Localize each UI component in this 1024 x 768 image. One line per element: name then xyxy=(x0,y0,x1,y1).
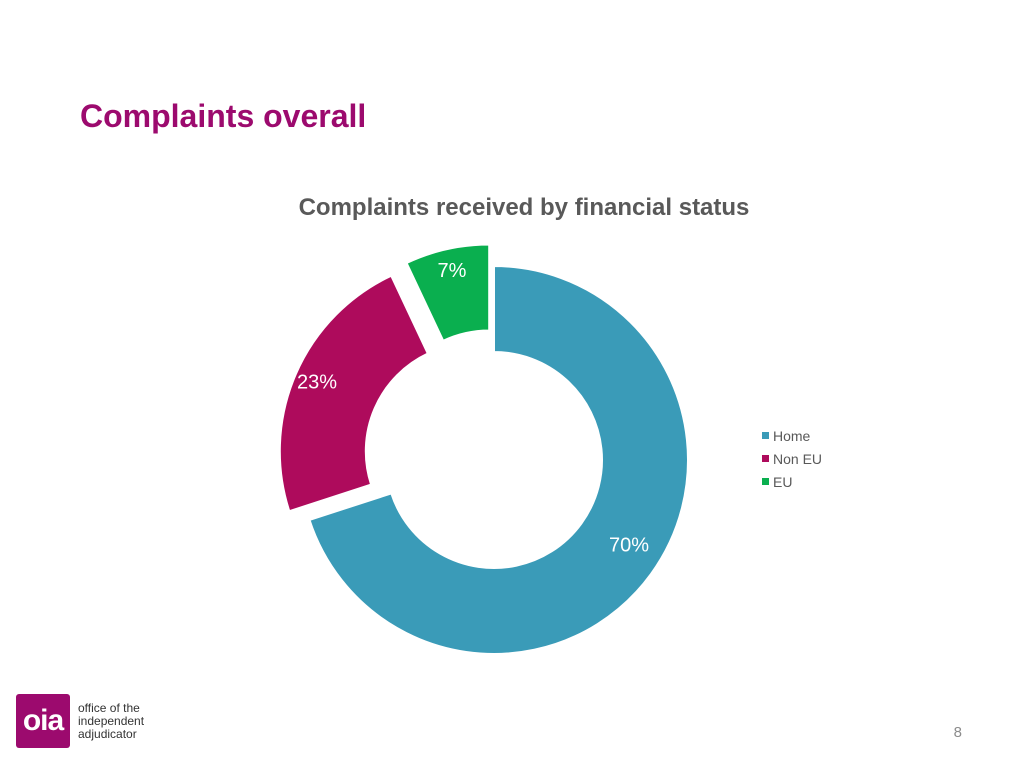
chart-legend: Home Non EU EU xyxy=(762,424,822,493)
data-label-non-eu: 23% xyxy=(297,372,337,394)
oia-logo-line-2: independent xyxy=(78,713,145,728)
legend-swatch-eu xyxy=(762,478,769,485)
legend-item-home: Home xyxy=(762,424,822,447)
oia-logo-mark: oia xyxy=(16,694,70,748)
donut-slice-non-eu xyxy=(278,274,430,513)
donut-data-labels: 70% 23% 7% xyxy=(297,260,649,556)
data-label-home: 70% xyxy=(609,534,649,556)
page-number: 8 xyxy=(953,724,962,741)
donut-slice-eu xyxy=(405,243,491,343)
legend-item-eu: EU xyxy=(762,470,822,493)
legend-label-eu: EU xyxy=(773,473,793,490)
donut-slice-home xyxy=(308,264,689,655)
oia-logo: oia office of the independent adjudicato… xyxy=(16,694,144,748)
oia-logo-text: office of the independent adjudicator xyxy=(78,700,145,741)
legend-item-non-eu: Non EU xyxy=(762,447,822,470)
slide-title: Complaints overall xyxy=(80,98,367,134)
oia-logo-line-1: office of the xyxy=(78,700,140,715)
chart-title: Complaints received by financial status xyxy=(298,194,750,221)
oia-logo-line-3: adjudicator xyxy=(78,726,137,741)
legend-label-non-eu: Non EU xyxy=(773,450,823,467)
donut-slices xyxy=(278,243,689,655)
legend-swatch-non-eu xyxy=(762,455,769,462)
legend-label-home: Home xyxy=(773,427,811,444)
legend-swatch-home xyxy=(762,432,769,439)
data-label-eu: 7% xyxy=(437,260,466,282)
